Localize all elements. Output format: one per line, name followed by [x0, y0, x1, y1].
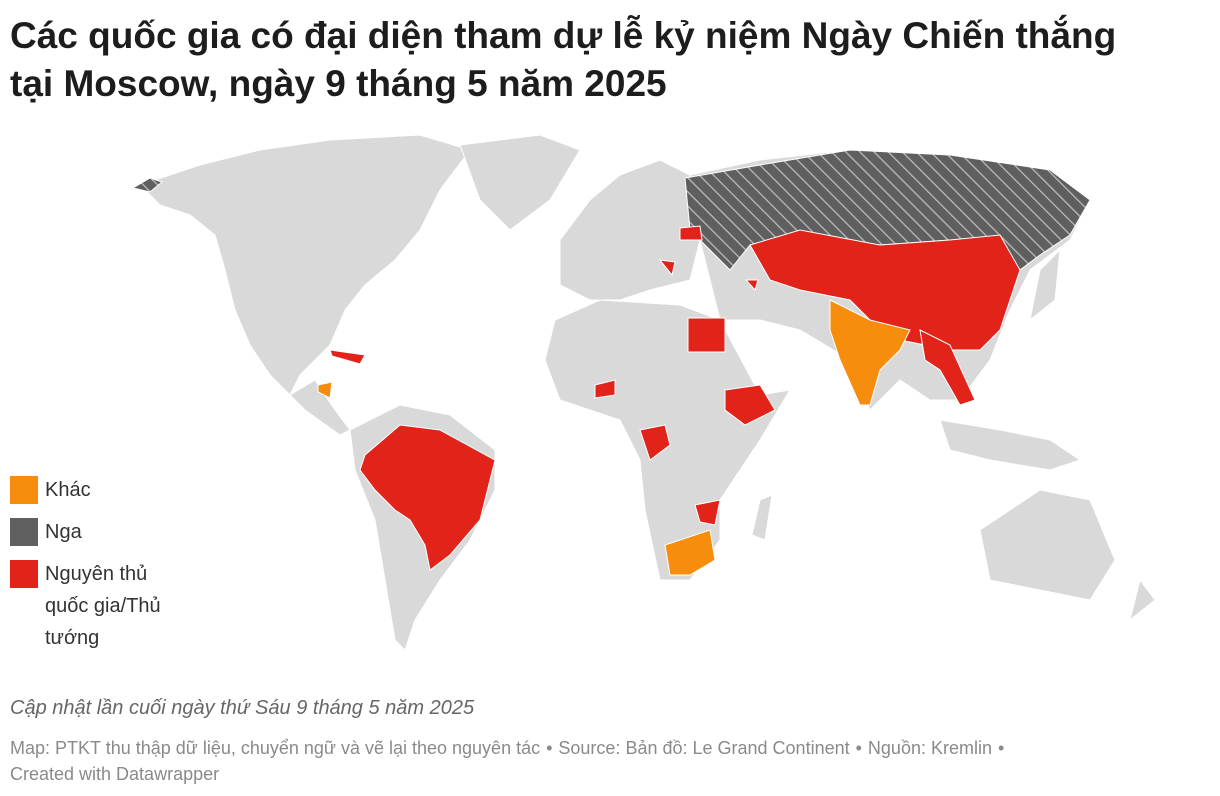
europe [559, 159, 701, 301]
highlighted [131, 149, 1091, 576]
separator: • [997, 738, 1005, 758]
north-america [139, 134, 471, 396]
title: Các quốc gia có đại diện tham dự lễ kỷ n… [10, 15, 1117, 104]
indochina [919, 329, 976, 406]
madagascar [751, 494, 773, 541]
legend-item: Nga [10, 518, 200, 548]
legend-label: Nguyên thủ quốc gia/Thủ tướng [45, 563, 161, 649]
created-with: Created with Datawrapper [10, 764, 220, 784]
legend-swatch [10, 560, 38, 588]
islands [939, 419, 1082, 471]
legend-item: Nguyên thủ quốc gia/Thủ tướng [10, 560, 200, 654]
cuba [329, 349, 366, 365]
legend-label: Khác [45, 479, 91, 501]
source-extra: Nguồn: Kremlin [867, 738, 992, 758]
footer: Map: PTKT thu thập dữ liệu, chuyển ngữ v… [10, 735, 1210, 787]
south-africa [664, 529, 716, 576]
separator: • [855, 738, 862, 758]
japan [1029, 248, 1061, 322]
serbia [658, 259, 676, 277]
separator: • [546, 738, 553, 758]
india [829, 299, 911, 406]
ethiopia [724, 384, 776, 426]
nicaragua [317, 381, 333, 399]
chukotka [131, 177, 164, 193]
brazil [359, 424, 496, 571]
legend-item: Khác [10, 476, 200, 506]
legend-swatch [10, 476, 38, 504]
australia [979, 489, 1116, 601]
source: Source: Bản đồ: Le Grand Continent [558, 738, 850, 758]
legend-swatch [10, 518, 38, 546]
map-credit: Map: PTKT thu thập dữ liệu, chuyển ngữ v… [10, 738, 541, 758]
greenland [459, 134, 581, 231]
legend-label: Nga [45, 521, 82, 543]
burkina-faso [594, 379, 616, 399]
new-zealand [1129, 578, 1156, 622]
egypt [687, 317, 726, 353]
zimbabwe [694, 499, 721, 526]
congo [639, 424, 671, 461]
update-note: Cập nhật lần cuối ngày thứ Sáu 9 tháng 5… [10, 697, 475, 719]
belarus [679, 225, 703, 241]
china-central-asia [749, 229, 1021, 351]
legend: Khác Nga Nguyên thủ quốc gia/Thủ tướng [10, 476, 200, 666]
armenia [744, 279, 759, 291]
